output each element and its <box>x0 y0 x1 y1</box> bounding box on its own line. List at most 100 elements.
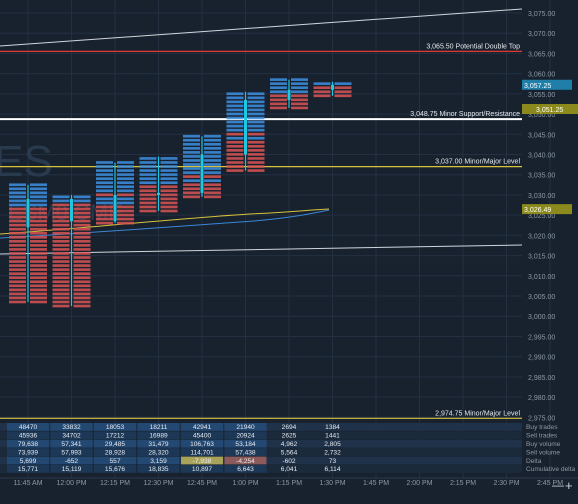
stats-row-label: Sell trades <box>526 433 558 440</box>
bid-cell <box>226 96 244 100</box>
price-tick-label: 3,045.00 <box>528 132 555 139</box>
price-tick-label: 3,050.00 <box>528 112 555 119</box>
ask-cell <box>204 151 221 154</box>
bid-cell <box>96 209 113 213</box>
time-tick-label: 1:15 PM <box>276 480 302 487</box>
ask-cell <box>204 142 221 146</box>
bid-cell <box>183 167 200 170</box>
stats-cell: 57,341 <box>61 441 82 448</box>
bid-cell <box>139 197 157 201</box>
ask-cell <box>117 161 134 164</box>
stats-cell-bg <box>137 465 180 473</box>
bid-cell <box>52 296 70 300</box>
stats-cell-bg <box>94 439 136 448</box>
footprint-bar[interactable] <box>183 134 221 199</box>
footprint-bar[interactable] <box>139 156 178 213</box>
bid-cell <box>52 227 70 231</box>
bid-cell <box>226 108 244 112</box>
bid-cell <box>270 94 287 98</box>
bid-cell <box>52 219 70 223</box>
stats-cell: 114,701 <box>190 449 214 456</box>
ask-cell <box>204 191 221 195</box>
footprint-bar[interactable] <box>270 78 308 110</box>
level-label: 3,037.00 Minor/Major Level <box>435 159 520 166</box>
ask-cell <box>73 260 91 263</box>
ask-cell <box>247 132 265 136</box>
bid-cell <box>52 195 70 199</box>
stats-cell: 15,119 <box>62 466 82 473</box>
ask-cell <box>204 147 221 150</box>
bid-cell <box>96 165 113 168</box>
stats-cell: 48470 <box>19 424 38 431</box>
price-tick-label: 3,075.00 <box>528 11 555 18</box>
price-tick-label: 3,060.00 <box>528 72 555 79</box>
stats-cell: 42941 <box>193 424 212 431</box>
bid-cell <box>139 157 157 160</box>
bid-cell <box>52 240 70 243</box>
footprint-bar[interactable] <box>96 161 134 225</box>
stats-cell: 79,638 <box>18 441 39 448</box>
bid-cell <box>139 181 157 185</box>
upper-channel-line[interactable] <box>0 8 523 47</box>
bid-cell <box>183 187 200 191</box>
ask-cell <box>247 157 265 160</box>
bar-body <box>70 198 73 222</box>
ask-cell <box>73 256 91 259</box>
level-label: 3,048.75 Minor Support/Resistance <box>410 111 520 118</box>
ask-cell <box>30 235 47 239</box>
ask-cell <box>247 140 265 144</box>
bid-cell <box>183 195 200 199</box>
bid-cell <box>52 244 70 247</box>
bid-cell <box>226 132 244 136</box>
bid-cell <box>96 193 113 197</box>
ask-cell <box>30 268 47 271</box>
footprint-bar[interactable] <box>226 91 265 172</box>
price-axis[interactable]: 3,075.00 3,070.00 3,065.00 3,060.00 3,055.00… <box>528 11 555 422</box>
bid-cell <box>52 288 70 292</box>
ask-cell <box>291 106 308 110</box>
stats-cell: 6,643 <box>237 466 254 473</box>
ask-cell <box>73 207 91 211</box>
ask-cell <box>30 256 47 259</box>
stats-cell-bg <box>224 448 267 456</box>
stats-cell: 557 <box>109 458 120 465</box>
stats-cell: 45400 <box>193 433 212 440</box>
ask-cell <box>30 288 47 292</box>
bid-cell <box>9 199 26 203</box>
footprint-bar[interactable] <box>313 81 352 98</box>
bid-cell <box>96 161 113 164</box>
bid-cell <box>139 165 157 168</box>
stats-cell-bg <box>7 448 49 456</box>
time-tick-label: 1:00 PM <box>232 480 258 487</box>
ask-cell <box>30 223 47 227</box>
price-tick-label: 2,985.00 <box>528 375 555 382</box>
time-axis[interactable]: 11:45 AM 12:00 PM 12:15 PM 12:30 PM 12:45 PM… <box>0 477 578 487</box>
ask-cell <box>247 124 265 128</box>
zoom-in-button[interactable]: + <box>565 478 573 493</box>
bid-cell <box>313 86 331 90</box>
ask-cell <box>334 90 352 94</box>
stats-cell: 5,564 <box>281 449 298 456</box>
footprint-bar[interactable] <box>9 183 47 304</box>
ask-cell <box>334 86 352 90</box>
bid-cell <box>9 268 26 271</box>
stats-cell-bg <box>137 448 180 456</box>
ask-cell <box>73 252 91 255</box>
stats-cell-bg <box>137 431 180 440</box>
ask-cell <box>73 195 91 199</box>
footprint-bar[interactable] <box>52 194 91 308</box>
ask-cell <box>160 209 178 213</box>
bid-cell <box>9 296 26 300</box>
stats-cell-bg <box>94 448 136 456</box>
zoom-out-button[interactable]: — <box>552 478 564 492</box>
bid-cell <box>52 231 70 235</box>
bid-cell <box>96 217 113 221</box>
bid-cell <box>52 256 70 259</box>
bid-cell <box>96 201 113 205</box>
ask-cell <box>160 169 178 172</box>
ask-cell <box>160 201 178 205</box>
ask-cell <box>247 153 265 156</box>
bid-cell <box>9 272 26 275</box>
stats-cell-highlight <box>181 456 223 465</box>
